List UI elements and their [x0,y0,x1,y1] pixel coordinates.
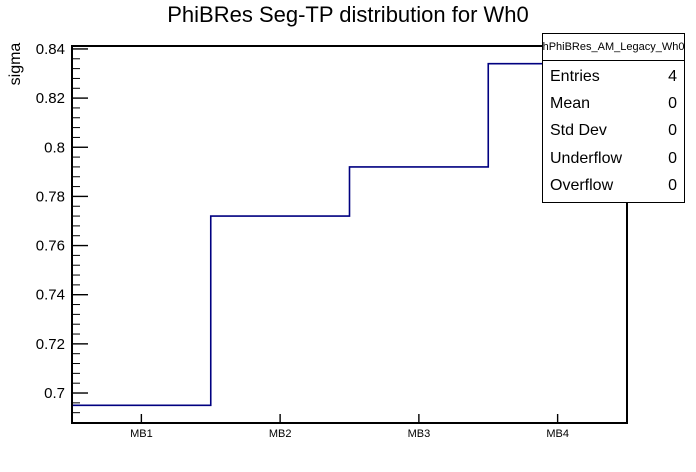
stats-row-entries: Entries 4 [543,67,684,85]
y-tick-label: 0.7 [44,385,65,402]
stat-label: Mean [550,95,591,113]
y-tick-label: 0.78 [36,188,65,205]
y-tick-label: 0.72 [36,336,65,353]
stat-value: 0 [668,177,677,195]
stats-box: hPhiBRes_AM_Legacy_Wh0 Entries 4 Mean 0 … [542,33,685,203]
x-tick-label: MB1 [130,428,153,440]
stat-label: Std Dev [550,122,607,140]
x-tick-label: MB3 [408,428,431,440]
stats-row-mean: Mean 0 [543,96,684,112]
stats-row-overflow: Overflow 0 [543,178,684,194]
y-tick-label: 0.82 [36,90,65,107]
y-tick-label: 0.8 [44,139,65,156]
stats-row-stddev: Std Dev 0 [543,123,684,139]
y-tick-label: 0.76 [36,238,65,255]
plot-frame [71,45,628,424]
x-tick-label: MB2 [269,428,292,440]
stat-value: 0 [668,95,677,113]
stat-label: Underflow [550,149,623,167]
x-tick-label: MB4 [546,428,569,440]
plot-title: PhiBRes Seg-TP distribution for Wh0 [167,2,529,27]
stat-label: Overflow [550,177,614,195]
stat-label: Entries [550,67,600,85]
stats-row-underflow: Underflow 0 [543,149,684,167]
stats-box-title: hPhiBRes_AM_Legacy_Wh0 [543,34,684,61]
y-tick-label: 0.84 [36,41,65,58]
stat-value: 0 [668,149,677,167]
stat-value: 4 [668,67,677,85]
stat-value: 0 [668,122,677,140]
stats-rows: Entries 4 Mean 0 Std Dev 0 Underflow 0 O… [543,61,684,202]
y-tick-label: 0.74 [36,287,65,304]
